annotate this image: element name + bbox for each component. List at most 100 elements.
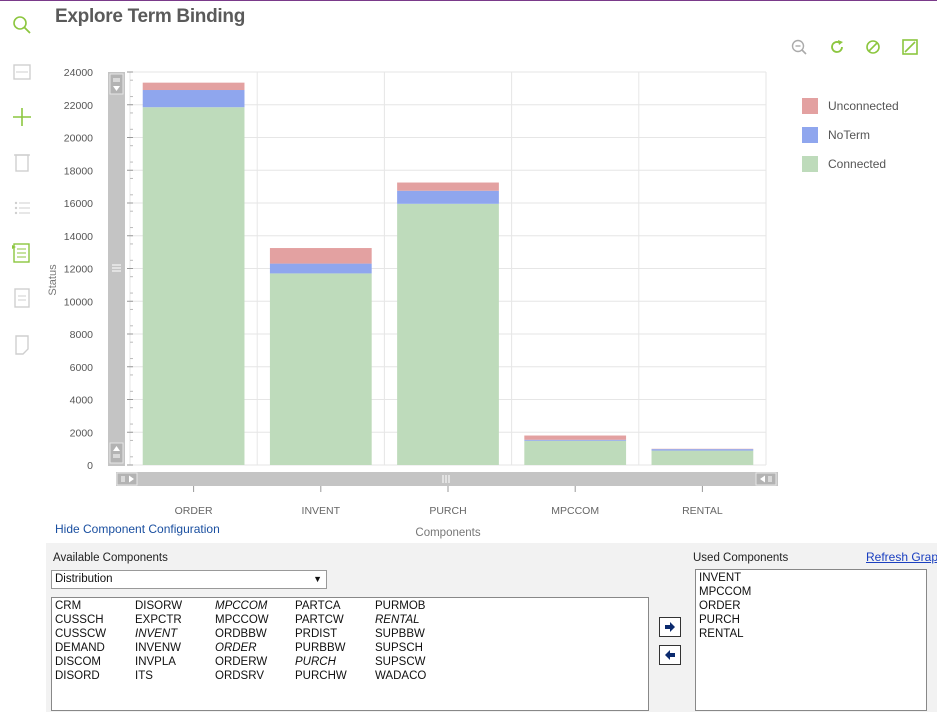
used-component-item[interactable]: RENTAL — [699, 628, 744, 640]
legend-swatch — [802, 98, 818, 114]
y-tick-label: 0 — [87, 460, 93, 472]
x-tick-label: INVENT — [302, 505, 341, 517]
available-component-item[interactable]: RENTAL — [375, 614, 420, 626]
refresh-icon[interactable] — [827, 37, 847, 57]
available-component-item[interactable]: MPCCOW — [215, 614, 269, 626]
available-component-item[interactable]: INVPLA — [135, 656, 176, 668]
y-axis-title: Status — [47, 264, 59, 296]
bar-connected-invent[interactable] — [269, 273, 372, 465]
available-component-item[interactable]: CRM — [55, 600, 82, 612]
window-icon[interactable] — [8, 59, 36, 87]
add-component-button[interactable] — [659, 617, 681, 637]
used-components-label: Used Components — [693, 552, 789, 564]
slider-right-handle[interactable] — [755, 472, 777, 486]
bar-unconnected-purch[interactable] — [397, 182, 499, 191]
top-border — [0, 0, 937, 1]
y-tick-label: 24000 — [64, 67, 93, 79]
slider-bottom-handle[interactable] — [109, 442, 124, 464]
search-icon[interactable] — [8, 11, 44, 46]
zoom-out-icon[interactable] — [789, 37, 809, 57]
available-component-item[interactable]: PURMOB — [375, 600, 426, 612]
available-component-item[interactable]: ORDER — [215, 642, 257, 654]
details-icon[interactable] — [8, 239, 36, 267]
available-components-list[interactable]: CRM CUSSCH CUSSCW DEMAND DISCOM DISORD DISORW E… — [51, 597, 649, 711]
legend-swatch — [802, 127, 818, 143]
used-component-item[interactable]: PURCH — [699, 614, 740, 626]
y-tick-label: 8000 — [70, 329, 94, 341]
used-component-item[interactable]: INVENT — [699, 572, 742, 584]
bar-unconnected-mpccom[interactable] — [524, 435, 627, 440]
slider-grip-icon — [112, 264, 121, 272]
available-component-item[interactable]: CUSSCW — [55, 628, 107, 640]
chart-settings-icon[interactable] — [900, 37, 920, 57]
chevron-down-icon: ▼ — [313, 574, 322, 584]
arrow-left-icon — [665, 650, 675, 660]
note-icon[interactable] — [8, 331, 36, 359]
available-component-item[interactable]: DISCOM — [55, 656, 101, 668]
legend-swatch — [802, 156, 818, 172]
available-component-item[interactable]: ORDBBW — [215, 628, 267, 640]
available-component-item[interactable]: ORDERW — [215, 656, 268, 668]
bar-connected-mpccom[interactable] — [524, 440, 627, 465]
bar-noterm-mpccom[interactable] — [524, 439, 627, 441]
horizontal-range-slider[interactable] — [116, 472, 778, 486]
reset-icon[interactable] — [863, 37, 883, 57]
available-component-item[interactable]: WADACO — [375, 670, 427, 682]
legend-label: NoTerm — [828, 128, 871, 142]
bar-noterm-rental[interactable] — [651, 449, 754, 451]
available-component-item[interactable]: PURCH — [295, 656, 336, 668]
legend-label: Unconnected — [828, 99, 899, 113]
page-title: Explore Term Binding — [55, 6, 246, 27]
y-tick-label: 18000 — [64, 165, 93, 177]
x-tick-label: ORDER — [175, 505, 213, 517]
add-icon[interactable] — [8, 103, 36, 131]
used-components-list[interactable]: INVENT MPCCOM ORDER PURCH RENTAL — [695, 569, 927, 711]
available-component-item[interactable]: PURCHW — [295, 670, 347, 682]
category-select-value: Distribution — [55, 573, 113, 585]
arrow-right-icon — [665, 622, 675, 632]
stacked-bar-chart: 0 2000 4000 6000 8000 10000 12000 14000 16000 180… — [47, 67, 778, 539]
available-component-item[interactable]: PRDIST — [295, 628, 338, 640]
available-component-item[interactable]: ORDSRV — [215, 670, 264, 682]
available-component-item[interactable]: SUPSCW — [375, 656, 426, 668]
y-tick-label: 12000 — [64, 264, 93, 276]
available-component-item[interactable]: PARTCW — [295, 614, 344, 626]
list-icon[interactable] — [8, 194, 36, 222]
bar-noterm-purch[interactable] — [397, 190, 499, 204]
refresh-graph-link[interactable]: Refresh Graph — [866, 550, 937, 564]
bar-noterm-invent[interactable] — [269, 263, 372, 274]
bar-connected-order[interactable] — [142, 107, 245, 466]
available-component-item[interactable]: MPCCOM — [215, 600, 268, 612]
bar-connected-purch[interactable] — [397, 203, 499, 465]
available-component-item[interactable]: DISORW — [135, 600, 183, 612]
available-component-item[interactable]: SUPSCH — [375, 642, 423, 654]
used-component-item[interactable]: ORDER — [699, 600, 741, 612]
slider-left-arrow-icon — [760, 475, 765, 483]
y-tick-label: 14000 — [64, 231, 93, 243]
used-component-item[interactable]: MPCCOM — [699, 586, 752, 598]
available-component-item[interactable]: DISORD — [55, 670, 100, 682]
y-tick-label: 6000 — [70, 362, 94, 374]
hide-config-link[interactable]: Hide Component Configuration — [55, 522, 220, 536]
available-component-item[interactable]: PARTCA — [295, 600, 341, 612]
available-component-item[interactable]: EXPCTR — [135, 614, 182, 626]
bar-unconnected-invent[interactable] — [269, 248, 372, 264]
bar-connected-rental[interactable] — [651, 450, 754, 465]
sidebar — [0, 1, 46, 712]
available-component-item[interactable]: INVENW — [135, 642, 181, 654]
component-category-select[interactable]: Distribution ▼ — [51, 570, 327, 589]
delete-icon[interactable] — [8, 149, 36, 177]
available-component-item[interactable]: DEMAND — [55, 642, 105, 654]
vertical-range-slider[interactable] — [108, 72, 125, 466]
report-icon[interactable] — [8, 284, 36, 312]
bar-unconnected-order[interactable] — [142, 82, 245, 91]
remove-component-button[interactable] — [659, 645, 681, 665]
available-component-item[interactable]: PURBBW — [295, 642, 346, 654]
y-tick-label: 2000 — [70, 427, 94, 439]
bar-noterm-order[interactable] — [142, 90, 245, 108]
slider-up-arrow-icon — [113, 446, 120, 451]
available-component-item[interactable]: INVENT — [135, 628, 178, 640]
available-component-item[interactable]: SUPBBW — [375, 628, 425, 640]
available-component-item[interactable]: ITS — [135, 670, 153, 682]
available-component-item[interactable]: CUSSCH — [55, 614, 104, 626]
